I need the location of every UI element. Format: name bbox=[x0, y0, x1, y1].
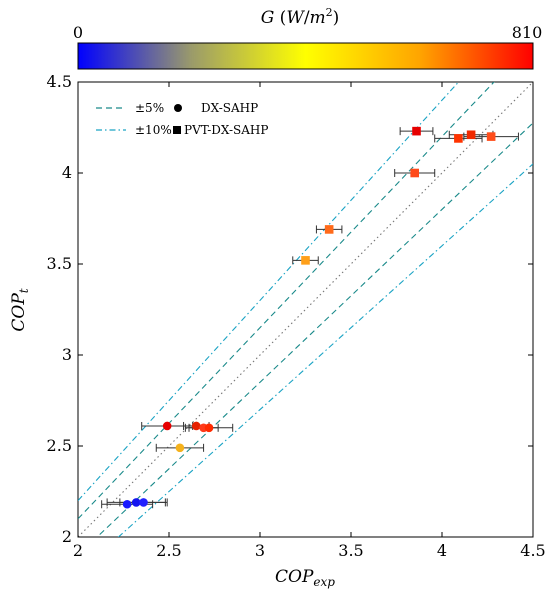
x-tick-label: 4 bbox=[437, 541, 447, 560]
reference-lines bbox=[78, 82, 533, 537]
pvtdxsahp-point bbox=[410, 168, 419, 178]
x-tick-label: 3 bbox=[255, 541, 265, 560]
legend-square-marker bbox=[173, 126, 181, 134]
legend-10pct-label: ±10% bbox=[135, 123, 172, 137]
colorbar-max-label: 810 bbox=[512, 23, 543, 42]
legend-5pct-label: ±5% bbox=[135, 101, 164, 115]
pvtdxsahp-point bbox=[466, 130, 476, 140]
colorbar-title: G (W/m2) bbox=[261, 6, 340, 28]
y-tick-label: 2.5 bbox=[47, 436, 72, 455]
dxsahp-point bbox=[204, 423, 214, 433]
dxsahp-point bbox=[139, 498, 148, 507]
plot-frame bbox=[77, 81, 534, 538]
x-tick-label: 4.5 bbox=[520, 541, 545, 560]
x-tick-label: 3.5 bbox=[338, 541, 363, 560]
dxsahp-point bbox=[122, 499, 132, 509]
pvtdxsahp-point bbox=[324, 225, 334, 234]
colorbar-min-label: 0 bbox=[73, 23, 83, 42]
data-points bbox=[122, 126, 496, 509]
reference-line-1 bbox=[78, 82, 533, 537]
reference-line-0-95 bbox=[96, 122, 533, 537]
pvtdxsahp-point bbox=[454, 134, 463, 143]
x-axis-label: COPexp bbox=[275, 567, 335, 589]
legend-pvtdxsahp-label: PVT-DX-SAHP bbox=[184, 123, 268, 137]
y-tick-label: 4 bbox=[62, 163, 72, 182]
y-tick-label: 2 bbox=[62, 527, 72, 546]
reference-line-0-9 bbox=[117, 163, 533, 537]
axis-ticks: 2 2.5 3 3.5 4 4.5 2 2.5 3 3.5 4 4.5 bbox=[47, 72, 546, 560]
x-tick-label: 2.5 bbox=[156, 541, 181, 560]
y-tick-label: 3 bbox=[62, 345, 72, 364]
pvtdxsahp-point bbox=[301, 256, 310, 265]
reference-line-1-1 bbox=[78, 82, 460, 501]
x-tick-label: 2 bbox=[73, 541, 83, 560]
colorbar: G (W/m2) 0 810 bbox=[73, 6, 543, 70]
dxsahp-point bbox=[162, 421, 172, 431]
y-tick-label: 4.5 bbox=[47, 72, 72, 91]
legend-dxsahp-label: DX-SAHP bbox=[201, 101, 258, 115]
dxsahp-point bbox=[131, 498, 141, 507]
legend-circle-marker bbox=[174, 104, 182, 112]
pvtdxsahp-point bbox=[412, 126, 421, 136]
dxsahp-point bbox=[175, 443, 185, 453]
legend: ±5% DX-SAHP ±10% PVT-DX-SAHP bbox=[96, 101, 268, 137]
y-tick-label: 3.5 bbox=[47, 254, 72, 273]
y-axis-label: COPt bbox=[9, 288, 31, 331]
pvtdxsahp-point bbox=[486, 132, 496, 141]
colorbar-gradient bbox=[77, 42, 534, 70]
dxsahp-point bbox=[192, 421, 201, 431]
